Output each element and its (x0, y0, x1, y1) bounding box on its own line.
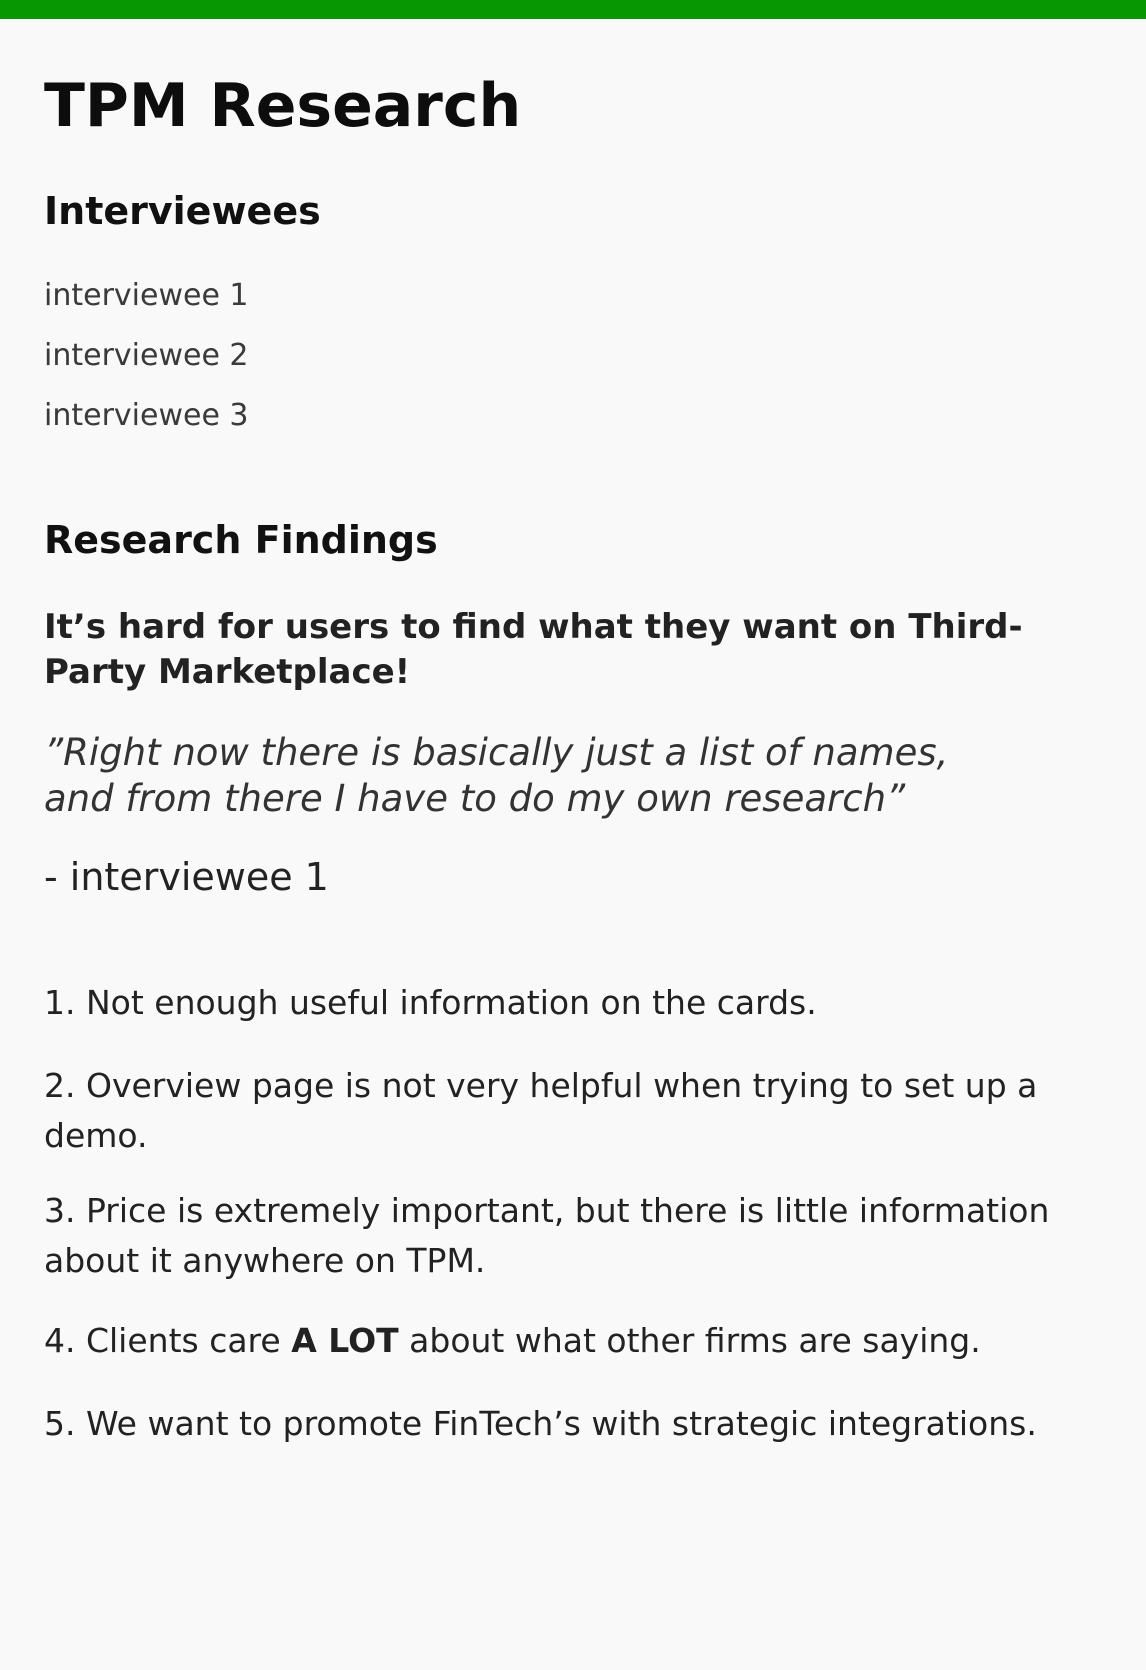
quote-attribution: - interviewee 1 (44, 855, 329, 899)
finding-emphasis: A LOT (291, 1321, 399, 1360)
finding-text: about what other firms are saying. (398, 1321, 981, 1360)
finding-item: 5. We want to promote FinTech’s with str… (44, 1404, 1037, 1443)
quote-line: and from there I have to do my own resea… (44, 777, 906, 820)
finding-item: 4. Clients care A LOT about what other f… (44, 1316, 1064, 1366)
research-findings-heading: Research Findings (44, 518, 438, 562)
finding-title: It’s hard for users to find what they wa… (44, 607, 1023, 692)
finding-item: 2. Overview page is not very helpful whe… (44, 1066, 1038, 1155)
interviewee-item: interviewee 3 (44, 398, 249, 433)
quote-line: ”Right now there is basically just a lis… (44, 731, 949, 774)
page-title: TPM Research (44, 71, 522, 141)
finding-item: 3. Price is extremely important, but the… (44, 1191, 1050, 1280)
interviewee-item: interviewee 1 (44, 278, 249, 313)
interviewee-list: interviewee 1 interviewee 2 interviewee … (44, 266, 249, 446)
finding-item: 1. Not enough useful information on the … (44, 983, 817, 1022)
top-accent-bar (0, 0, 1146, 19)
finding-text: 4. Clients care (44, 1321, 292, 1360)
interview-quote: ”Right now there is basically just a lis… (44, 730, 1104, 822)
interviewee-item: interviewee 2 (44, 338, 249, 373)
interviewees-heading: Interviewees (44, 189, 321, 233)
